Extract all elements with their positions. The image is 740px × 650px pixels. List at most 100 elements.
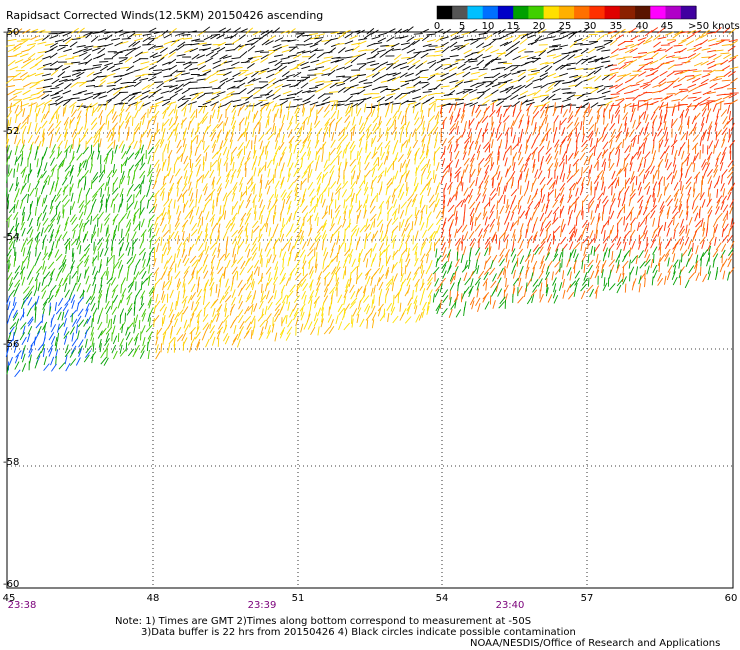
wind-barb — [428, 194, 435, 203]
wind-barb — [420, 52, 429, 59]
wind-barb — [315, 87, 324, 93]
wind-barb — [13, 211, 19, 221]
wind-barb — [210, 101, 219, 107]
wind-barb — [253, 121, 260, 130]
wind-barb — [377, 120, 383, 130]
wind-barb — [475, 104, 481, 114]
wind-barb — [239, 28, 248, 33]
wind-barb — [706, 91, 716, 95]
wind-barb — [414, 111, 419, 120]
wind-barb — [48, 224, 54, 233]
wind-barb — [251, 102, 255, 112]
wind-barb — [555, 243, 560, 252]
wind-barb — [483, 223, 490, 232]
wind-barb — [663, 114, 666, 124]
wind-barb — [707, 175, 712, 184]
wind-barb — [467, 128, 472, 137]
wind-barb — [630, 255, 638, 264]
wind-barb — [217, 103, 222, 113]
wind-barb — [398, 204, 400, 214]
wind-barb — [90, 75, 99, 82]
wind-barb — [378, 86, 388, 88]
wind-barb — [210, 52, 219, 58]
wind-barb — [146, 120, 150, 130]
wind-barb — [175, 37, 185, 42]
wind-barb — [119, 102, 129, 105]
wind-barb — [132, 46, 141, 52]
wind-barb — [335, 101, 338, 111]
wind-barb — [264, 179, 269, 189]
wind-barb — [546, 36, 556, 39]
wind-barb — [377, 66, 387, 72]
wind-barb — [575, 58, 584, 65]
wind-barb — [659, 115, 663, 125]
wind-barb — [477, 167, 482, 177]
wind-barb — [246, 121, 250, 131]
wind-barb — [526, 134, 532, 143]
wind-barb — [538, 246, 544, 255]
wind-barb — [222, 192, 228, 202]
wind-barb — [148, 164, 152, 174]
wind-barb — [300, 151, 307, 160]
wind-barb — [511, 71, 521, 75]
wind-barb — [356, 29, 366, 35]
wind-barb — [576, 176, 583, 185]
wind-barb — [447, 181, 453, 190]
wind-barb — [195, 108, 198, 118]
wind-barb — [468, 140, 474, 150]
wind-barb — [580, 102, 589, 108]
wind-barb — [335, 103, 345, 107]
wind-barb — [63, 199, 70, 207]
wind-barb — [21, 150, 24, 160]
wind-barb — [554, 139, 560, 148]
wind-barb — [491, 83, 501, 88]
wind-barb — [328, 205, 331, 215]
wind-barb — [134, 94, 143, 100]
wind-barb — [463, 80, 473, 83]
wind-barb — [727, 159, 734, 168]
wind-barb — [449, 123, 456, 131]
wind-barb — [391, 76, 401, 82]
wind-barb — [159, 217, 165, 227]
wind-barb — [411, 221, 414, 231]
wind-barb — [503, 194, 506, 204]
wind-barb — [314, 37, 324, 40]
wind-barb — [114, 41, 123, 47]
wind-barb — [415, 123, 422, 132]
wind-barb — [22, 89, 31, 96]
wind-barb — [524, 60, 534, 64]
wind-barb — [505, 222, 510, 231]
wind-barb — [190, 110, 196, 119]
wind-barb — [275, 133, 279, 142]
wind-barb — [166, 162, 170, 171]
wind-barb — [357, 40, 367, 45]
wind-barb — [30, 35, 39, 41]
wind-barb — [624, 116, 628, 126]
wind-barb — [252, 113, 256, 123]
wind-barb — [659, 201, 665, 210]
wind-barb — [517, 248, 524, 257]
wind-barb — [152, 180, 158, 190]
wind-barb — [709, 180, 713, 190]
wind-barb — [26, 226, 33, 235]
wind-barb — [321, 230, 327, 239]
wind-barb — [154, 144, 160, 153]
wind-barb — [296, 150, 300, 160]
wind-barb — [581, 219, 588, 228]
wind-barb — [484, 247, 489, 257]
wind-barb — [295, 114, 298, 124]
wind-barb — [377, 37, 387, 43]
wind-barb — [245, 235, 249, 245]
wind-barb — [355, 193, 358, 204]
wind-barb — [280, 179, 284, 189]
wind-barb — [572, 48, 582, 52]
wind-barb — [456, 200, 463, 208]
wind-barb — [344, 115, 351, 124]
wind-barb — [41, 73, 51, 77]
wind-barb — [609, 210, 615, 220]
wind-barb — [434, 238, 441, 247]
wind-barb — [331, 56, 341, 60]
wind-barb — [699, 137, 703, 147]
wind-barb — [645, 215, 648, 225]
wind-barb — [540, 255, 545, 264]
